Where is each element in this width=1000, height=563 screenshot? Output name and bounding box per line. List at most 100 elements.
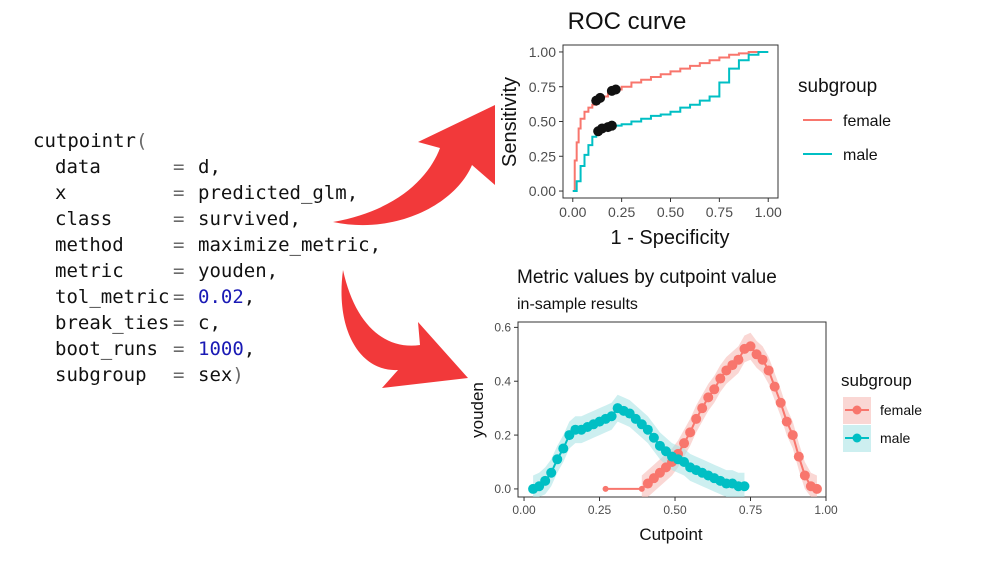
roc-line-male: [572, 50, 769, 193]
metric-point-male: [540, 475, 551, 486]
metric-subtitle: in-sample results: [517, 296, 638, 313]
roc-axis-ticks: 0.00 0.25 0.50 0.75 1.00 0.00 0.25 0.50 0.75 1.00: [529, 44, 782, 220]
lower-arrow-shape: [341, 270, 468, 388]
code-line: method = maximize_metric,: [55, 234, 381, 256]
metric-point-female: [799, 470, 810, 481]
x-tick-label: 1.00: [814, 503, 838, 517]
metric-point-female: [697, 403, 708, 414]
code-arg-value: survived,: [198, 208, 301, 230]
metric-point-male: [739, 481, 750, 492]
x-tick-label: 0.25: [608, 204, 635, 220]
metric-band-female: [641, 332, 817, 497]
code-arg-name: break_ties: [55, 312, 169, 334]
y-tick-label: 0.6: [494, 321, 511, 335]
metric-legend-title: subgroup: [841, 371, 912, 390]
code-arg-value: maximize_metric,: [198, 234, 381, 256]
code-assign-op: =: [173, 182, 184, 204]
roc-legend-label-female: female: [843, 113, 891, 130]
metric-y-axis-label: youden: [468, 382, 487, 438]
metric-point-male: [648, 432, 659, 443]
code-line: boot_runs = 1000,: [55, 338, 255, 360]
y-tick-label: 0.75: [529, 79, 556, 95]
metric-point-female: [709, 384, 720, 395]
metric-point-female: [715, 373, 726, 384]
roc-legend: subgroup female male: [798, 76, 891, 164]
x-tick-label: 0.25: [588, 503, 612, 517]
metric-point-female: [745, 341, 756, 352]
y-tick-label: 1.00: [529, 44, 556, 60]
metric-point-male: [546, 467, 557, 478]
metric-legend-label-male: male: [880, 430, 911, 446]
code-line: data = d,: [55, 156, 221, 178]
roc-x-axis-label: 1 - Specificity: [611, 227, 730, 249]
metric-legend: subgroup female male: [841, 371, 922, 452]
metric-point-female: [769, 381, 780, 392]
metric-x-axis-label: Cutpoint: [639, 525, 703, 544]
x-tick-label: 0.50: [657, 204, 684, 220]
roc-title: ROC curve: [568, 8, 687, 35]
metric-point-female: [679, 438, 690, 449]
code-arg-value: sex): [198, 364, 244, 386]
code-arg-value: d,: [198, 156, 221, 178]
code-block: cutpointr(data = d,x = predicted_glm,class = s…: [33, 130, 381, 386]
roc-cutpoint-female: [595, 92, 606, 103]
y-tick-label: 0.4: [494, 375, 511, 389]
metric-point-female: [775, 397, 786, 408]
code-line: class = survived,: [55, 208, 301, 230]
x-tick-label: 0.75: [706, 204, 733, 220]
metric-point-female: [763, 365, 774, 376]
metric-point-male: [552, 454, 563, 465]
roc-cutpoint-female: [610, 84, 621, 95]
code-arg-value: 1000,: [198, 338, 255, 360]
metric-point-female: [757, 354, 768, 365]
code-arg-name: tol_metric: [55, 286, 169, 308]
roc-legend-title: subgroup: [798, 76, 877, 97]
roc-y-axis-label: Sensitivity: [499, 77, 521, 167]
metric-point-female: [733, 354, 744, 365]
metric-point-female: [811, 483, 822, 494]
roc-cutpoint-markers: [591, 84, 621, 137]
code-arg-value: 0.02,: [198, 286, 255, 308]
code-arg-name: subgroup: [55, 364, 147, 386]
code-line: cutpointr(: [33, 130, 147, 152]
y-tick-label: 0.2: [494, 428, 511, 442]
metric-point-male: [642, 424, 653, 435]
metric-point-male: [558, 443, 569, 454]
code-arg-value: predicted_glm,: [198, 182, 358, 204]
code-assign-op: =: [173, 286, 184, 308]
code-assign-op: =: [173, 338, 184, 360]
x-tick-label: 0.00: [512, 503, 536, 517]
metric-axis-ticks: 0.00 0.25 0.50 0.75 1.00 0.0 0.2 0.4 0.6: [494, 321, 838, 517]
metric-series-points: [528, 341, 822, 494]
y-tick-label: 0.00: [529, 183, 556, 199]
code-arg-name: method: [55, 234, 124, 256]
roc-legend-label-male: male: [843, 147, 878, 164]
metric-point-male: [606, 411, 617, 422]
metric-point-female: [638, 485, 645, 492]
code-assign-op: =: [173, 208, 184, 230]
code-arg-name: data: [55, 156, 101, 178]
metric-point-female: [703, 392, 714, 403]
roc-panel: [562, 44, 779, 199]
code-arg-value: youden,: [198, 260, 278, 282]
y-tick-label: 0.0: [494, 482, 511, 496]
code-assign-op: =: [173, 364, 184, 386]
code-assign-op: =: [173, 234, 184, 256]
metric-point-female: [691, 413, 702, 424]
metric-point-female: [793, 451, 804, 462]
metric-panel: [517, 321, 827, 498]
roc-line-female: [572, 50, 769, 193]
code-line: subgroup = sex): [55, 364, 244, 386]
code-arg-name: boot_runs: [55, 338, 158, 360]
metric-legend-key-female-dot: [852, 405, 862, 415]
x-tick-label: 0.75: [739, 503, 763, 517]
metric-point-female: [787, 430, 798, 441]
metric-point-female: [602, 485, 609, 492]
code-arg-name: class: [55, 208, 112, 230]
y-tick-label: 0.25: [529, 148, 556, 164]
code-assign-op: =: [173, 312, 184, 334]
code-assign-op: =: [173, 260, 184, 282]
metric-point-female: [685, 427, 696, 438]
metric-title: Metric values by cutpoint value: [517, 267, 777, 288]
